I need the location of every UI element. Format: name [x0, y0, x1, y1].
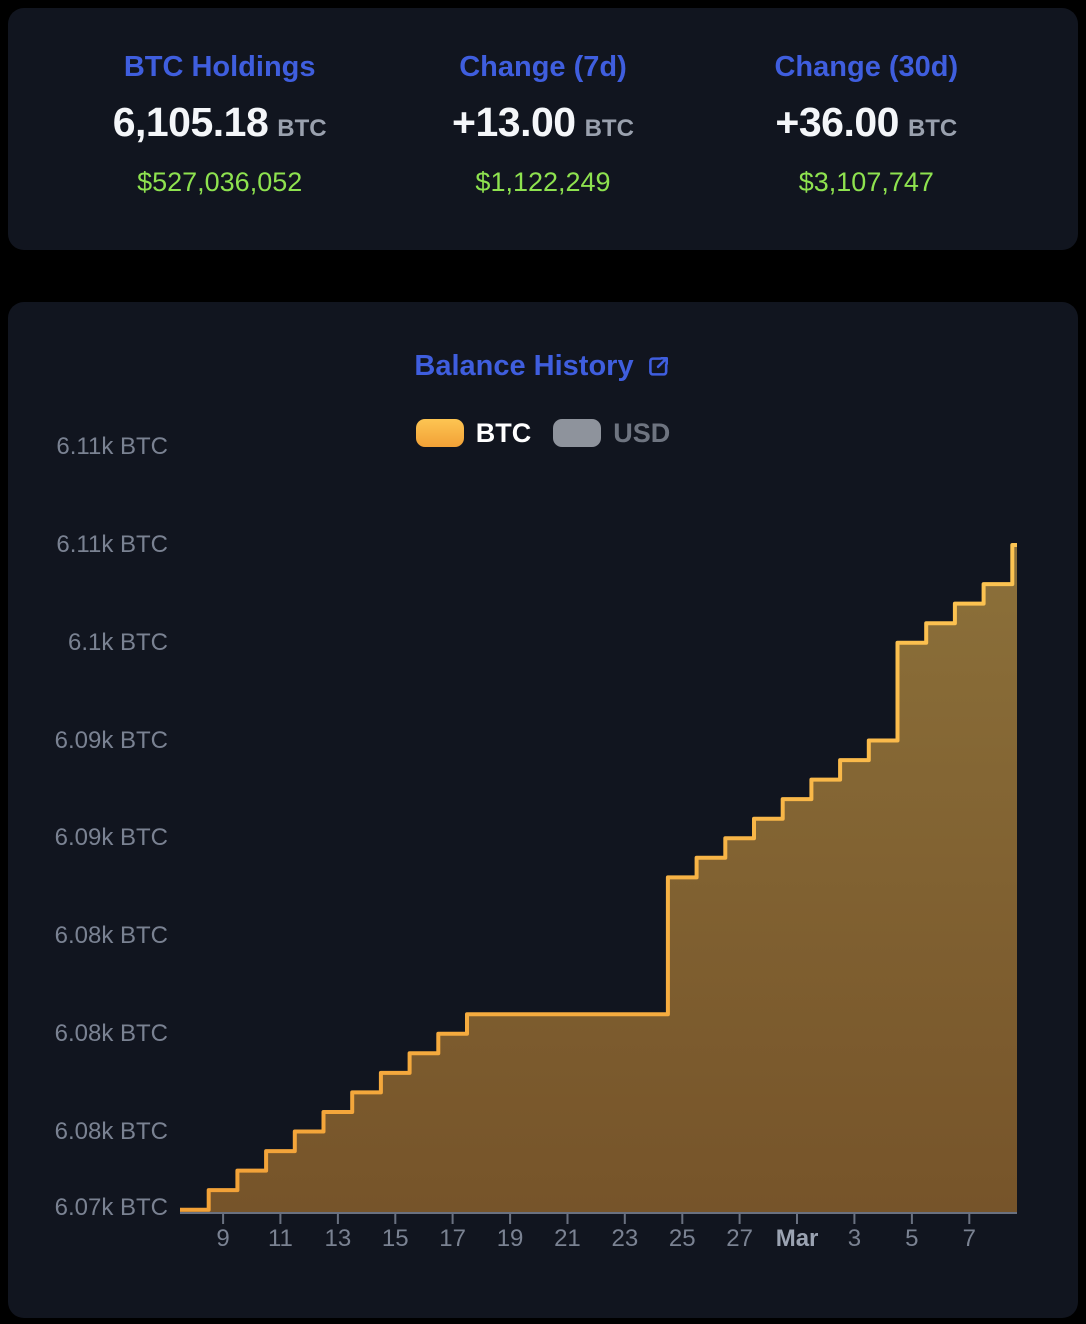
stats-row: BTC Holdings 6,105.18 BTC $527,036,052 Ch… — [8, 8, 1078, 198]
x-axis — [180, 1212, 1017, 1224]
legend-item-usd[interactable]: USD — [553, 419, 670, 447]
area-fill — [180, 545, 1017, 1213]
legend-item-btc[interactable]: BTC — [415, 418, 532, 448]
stat-value-row: 6,105.18 BTC — [113, 98, 327, 156]
stat-value: +13.00 — [452, 99, 576, 145]
chart-title-link[interactable]: Balance History — [8, 348, 1078, 384]
btc-legend-swatch — [415, 419, 464, 447]
chart-panel: Balance History BTC USD 6.11k BTC 6.11k B… — [8, 302, 1078, 1318]
stat-card-change-30d: Change (30d) +36.00 BTC $3,107,747 — [705, 50, 1028, 198]
stats-panel: BTC Holdings 6,105.18 BTC $527,036,052 Ch… — [8, 8, 1078, 250]
stat-usd-value: $527,036,052 — [137, 167, 303, 197]
stat-value-row: +36.00 BTC — [775, 98, 957, 156]
usd-legend-swatch — [553, 419, 602, 447]
stat-card-btc-holdings: BTC Holdings 6,105.18 BTC $527,036,052 — [58, 50, 381, 198]
btc-line — [180, 543, 1017, 1212]
stat-label: Change (7d) — [459, 51, 627, 83]
stat-unit: BTC — [907, 115, 958, 142]
stat-value-row: +13.00 BTC — [452, 98, 634, 156]
usd-legend-label: USD — [613, 418, 671, 448]
external-link-icon — [648, 356, 668, 376]
stat-value: +36.00 — [775, 99, 899, 145]
stat-value: 6,105.18 — [112, 99, 269, 145]
stat-usd-value: $3,107,747 — [798, 167, 934, 197]
stat-label: BTC Holdings — [123, 51, 316, 83]
btc-legend-label: BTC — [475, 418, 532, 448]
stat-card-change-7d: Change (7d) +13.00 BTC $1,122,249 — [381, 50, 704, 198]
stat-usd-value: $1,122,249 — [475, 167, 611, 197]
legend: BTC USD — [8, 419, 1078, 447]
balance-history-title: Balance History — [414, 350, 634, 382]
chart-canvas[interactable] — [8, 302, 1078, 1318]
stat-label: Change (30d) — [774, 51, 959, 83]
stat-unit: BTC — [584, 115, 634, 142]
stat-unit: BTC — [277, 115, 327, 142]
